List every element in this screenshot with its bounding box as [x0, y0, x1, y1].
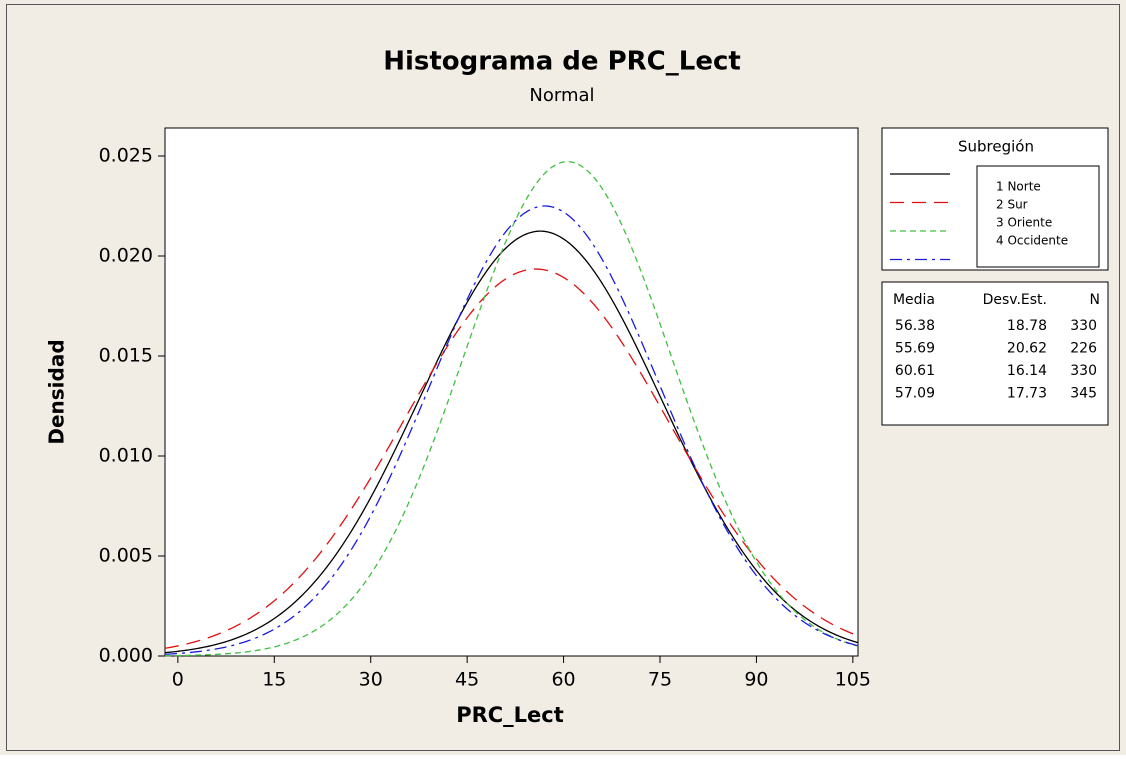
x-tick-label: 60 [551, 669, 575, 691]
chart-title: Histograma de PRC_Lect [383, 47, 741, 77]
stat-stdev: 20.62 [1007, 341, 1047, 357]
stats-header: N [1090, 292, 1100, 308]
stats-box [881, 281, 1109, 426]
legend-label: 4 Occidente [996, 234, 1068, 248]
legend-title: Subregión [958, 138, 1034, 156]
stats-header: Media [893, 292, 935, 308]
stat-stdev: 16.14 [1007, 363, 1047, 379]
y-tick-label: 0.025 [99, 145, 153, 167]
legend-inner-box [976, 165, 1100, 268]
legend-label: 2 Sur [996, 198, 1028, 212]
x-tick-label: 0 [172, 669, 184, 691]
stat-mean: 55.69 [895, 341, 935, 357]
density-curve [164, 230, 859, 654]
stat-mean: 57.09 [895, 386, 935, 402]
stat-mean: 56.38 [895, 318, 935, 334]
x-tick-label: 75 [648, 669, 672, 691]
stat-n: 330 [1070, 363, 1097, 379]
stat-n: 345 [1070, 386, 1097, 402]
y-tick-label: 0.020 [99, 245, 153, 267]
chart-subtitle: Normal [529, 85, 594, 106]
stat-stdev: 18.78 [1007, 318, 1047, 334]
stat-n: 330 [1070, 318, 1097, 334]
stat-mean: 60.61 [895, 363, 935, 379]
legend-label: 1 Norte [996, 180, 1041, 194]
x-tick-label: 105 [835, 669, 871, 691]
frame [6, 4, 1120, 751]
y-tick-label: 0.015 [99, 345, 153, 367]
x-tick-label: 15 [262, 669, 286, 691]
x-tick-label: 30 [359, 669, 383, 691]
legend-label: 3 Oriente [996, 216, 1052, 230]
y-tick-label: 0.000 [99, 645, 153, 667]
plot-area [164, 127, 859, 657]
stats-header: Desv.Est. [983, 292, 1047, 308]
y-tick-label: 0.010 [99, 445, 153, 467]
stat-n: 226 [1070, 341, 1097, 357]
x-axis-label: PRC_Lect [456, 703, 564, 727]
y-tick-label: 0.005 [99, 545, 153, 567]
y-axis-label: Densidad [45, 339, 69, 444]
stat-stdev: 17.73 [1007, 386, 1047, 402]
x-tick-label: 45 [455, 669, 479, 691]
x-tick-label: 90 [744, 669, 768, 691]
density-curve [164, 160, 859, 657]
